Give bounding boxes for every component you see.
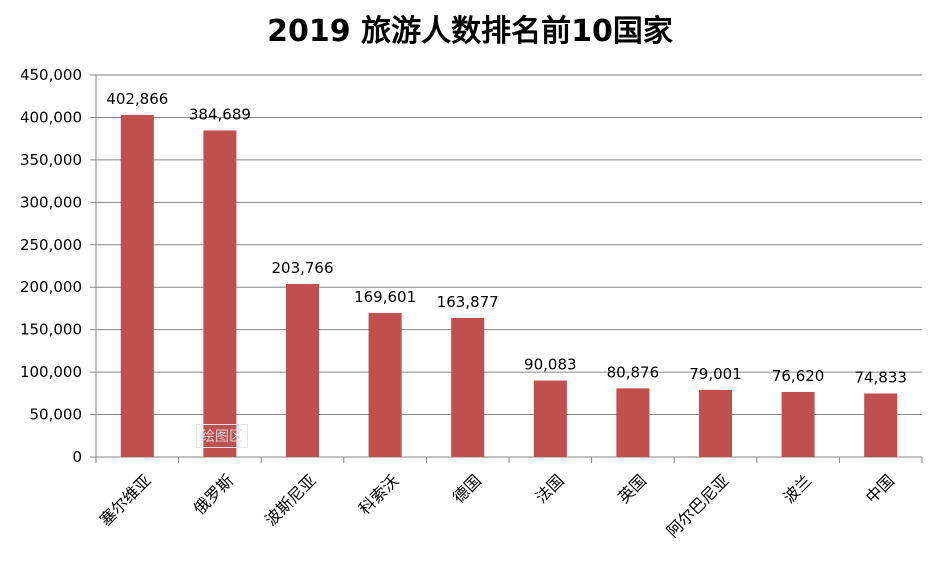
x-tick-label: 俄罗斯 <box>190 471 237 518</box>
x-tick-label: 波斯尼亚 <box>261 471 320 530</box>
bar <box>616 388 650 457</box>
x-tick-label: 法国 <box>532 471 568 507</box>
y-tick-label: 300,000 <box>20 193 82 211</box>
y-tick-label: 250,000 <box>20 236 82 254</box>
x-tick-label: 英国 <box>614 471 650 507</box>
data-label: 384,689 <box>189 105 251 123</box>
y-tick-label: 0 <box>72 448 82 466</box>
bar <box>864 393 898 457</box>
y-tick-label: 100,000 <box>20 363 82 381</box>
x-tick-label: 德国 <box>449 471 485 507</box>
data-label: 79,001 <box>689 365 742 383</box>
data-label: 169,601 <box>354 288 416 306</box>
bar <box>285 284 320 457</box>
bar <box>203 130 237 458</box>
data-label: 90,083 <box>524 356 577 374</box>
bar <box>451 317 485 457</box>
x-tick-label: 中国 <box>862 471 898 507</box>
x-tick-label: 阿尔巴尼亚 <box>663 471 733 541</box>
bar <box>781 391 815 457</box>
y-tick-label: 50,000 <box>30 406 83 424</box>
bar <box>698 389 733 457</box>
data-label: 76,620 <box>772 367 825 385</box>
data-label: 80,876 <box>607 363 660 381</box>
x-tick-label: 塞尔维亚 <box>96 471 155 530</box>
y-tick-label: 150,000 <box>20 321 82 339</box>
x-tick-label: 科索沃 <box>355 471 402 518</box>
y-tick-label: 350,000 <box>20 151 82 169</box>
bar <box>533 380 567 457</box>
data-label: 74,833 <box>854 368 907 386</box>
chart-title: 2019 旅游人数排名前10国家 <box>267 14 673 49</box>
bar <box>368 313 402 457</box>
y-tick-label: 400,000 <box>20 108 82 126</box>
data-label: 163,877 <box>437 293 499 311</box>
x-tick-label: 波兰 <box>779 471 815 507</box>
y-tick-label: 200,000 <box>20 278 82 296</box>
y-tick-label: 450,000 <box>20 66 82 84</box>
data-label: 203,766 <box>271 259 333 277</box>
plot-area-watermark: 绘图区 <box>196 424 248 448</box>
bar <box>120 115 154 457</box>
data-label: 402,866 <box>106 90 168 108</box>
